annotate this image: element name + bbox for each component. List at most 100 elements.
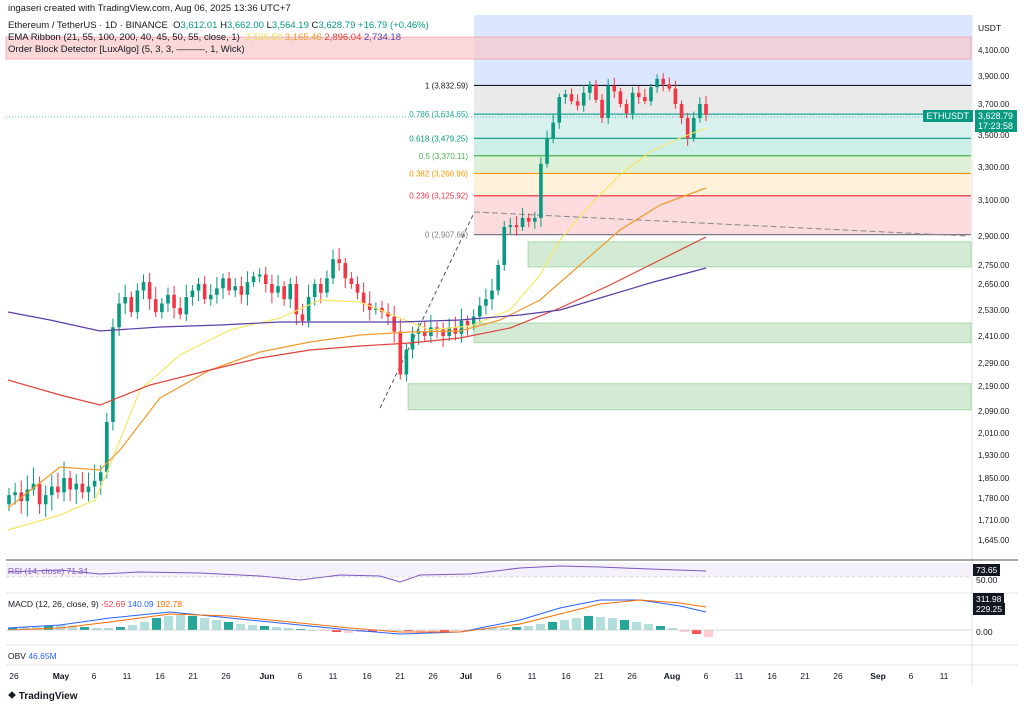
date-axis-tick: 26 [221, 671, 231, 681]
candle-body [533, 218, 537, 222]
ema55-value: 3,165.46 [284, 32, 322, 43]
candle-body [673, 88, 678, 104]
date-axis-tick: 21 [594, 671, 604, 681]
price-axis-tick: 3,300.00 [978, 163, 1010, 172]
candle-body [312, 284, 317, 297]
macd-histogram-bar [392, 630, 401, 631]
macd-histogram-bar [80, 627, 89, 630]
ohlc-low: 3,564.19 [271, 20, 309, 31]
candle-body [325, 278, 329, 293]
candle-body [215, 288, 219, 295]
candle-body [367, 303, 372, 310]
macd-histogram-bar [116, 627, 125, 630]
candle-body [288, 284, 293, 300]
candle-body [337, 259, 341, 264]
candle-body [618, 91, 623, 104]
candle-body [435, 327, 439, 330]
ema100-value: 2,896.04 [324, 32, 362, 43]
macd-signal-value: 192.78 [155, 599, 182, 609]
macd-histogram-bar [248, 625, 257, 630]
macd-histogram-bar [152, 618, 161, 630]
candle-body [68, 478, 72, 490]
fib-level-label: 0.382 (3,260.96) [409, 169, 468, 178]
candle-body [270, 284, 274, 293]
candle-body [62, 478, 66, 493]
candle-body [300, 314, 305, 321]
fib-level-label: 0.618 (3,479.25) [409, 134, 468, 143]
fib-level-label: 1 (3,832.59) [425, 81, 468, 90]
price-axis-tick: 2,410.00 [978, 332, 1010, 341]
candle-body [7, 495, 11, 505]
candle-body [477, 305, 482, 317]
macd-label-row[interactable]: MACD (12, 26, close, 9) -52.69 140.09 19… [8, 599, 182, 609]
candle-body [643, 97, 647, 102]
macd-histogram-bar [620, 620, 629, 630]
tradingview-logo-icon: ⯁ [8, 691, 16, 702]
ohlc-low-label: L [266, 20, 272, 31]
candle-body [410, 333, 415, 350]
candle-body [624, 104, 629, 114]
candle-body [56, 486, 60, 493]
price-axis-tick: 1,780.00 [978, 494, 1010, 503]
macd-histogram-bar [704, 630, 713, 637]
candle-body [331, 259, 335, 279]
candle-body [581, 92, 586, 106]
date-axis-tick: 26 [9, 671, 19, 681]
tradingview-logo[interactable]: ⯁ TradingView [8, 691, 78, 702]
ohlc-change: +16.79 (+0.46%) [358, 20, 429, 31]
macd-histogram-bar [668, 628, 677, 630]
rsi-label: RSI (14, close) [8, 566, 65, 576]
candle-body [575, 101, 580, 106]
macd-histogram-bar [236, 624, 245, 630]
bullish-order-block [473, 322, 972, 344]
rsi-label-row[interactable]: RSI (14, close) 71.34 [8, 566, 88, 576]
candle-body [86, 486, 91, 493]
macd-histogram-bar [452, 630, 461, 631]
candle-body [19, 492, 24, 502]
candle-body [98, 472, 103, 481]
macd-histogram-bar [164, 616, 173, 630]
date-axis-tick: 6 [298, 671, 303, 681]
candle-body [569, 94, 574, 102]
candle-body [263, 274, 268, 284]
candle-body [630, 92, 635, 114]
candle-body [49, 486, 54, 496]
candle-body [636, 92, 641, 97]
macd-histogram-bar [368, 630, 377, 632]
fib-level-label: 0 (2,907.66) [425, 231, 468, 240]
ema-ribbon-row[interactable]: EMA Ribbon (21, 55, 100, 200, 40, 45, 50… [8, 32, 401, 43]
price-axis-tick: 2,290.00 [978, 359, 1010, 368]
macd-histogram-bar [584, 616, 593, 630]
price-axis-tick: 3,700.00 [978, 100, 1010, 109]
fib-zone [474, 138, 971, 156]
price-axis-tick: 3,900.00 [978, 72, 1010, 81]
date-axis-tick: 11 [528, 671, 537, 681]
candle-body [245, 282, 250, 295]
macd-histogram-bar [104, 628, 113, 630]
candle-body [319, 284, 323, 293]
macd-histogram-bar [488, 628, 497, 630]
macd-signal-line [7, 599, 707, 633]
price-axis-tick: 2,900.00 [978, 232, 1010, 241]
order-block-row[interactable]: Order Block Detector [LuxAlgo] (5, 3, 3,… [8, 44, 245, 55]
price-axis-tick: 1,710.00 [978, 516, 1010, 525]
macd-histogram-bar [524, 626, 533, 630]
symbol-row: Ethereum / TetherUS · 1D · BINANCE O3,61… [8, 20, 429, 31]
candle-body [704, 104, 708, 115]
macd-histogram-bar [692, 630, 701, 634]
price-axis-currency: USDT [978, 23, 1001, 33]
date-axis-tick: 11 [735, 671, 744, 681]
ema21-line [7, 127, 707, 531]
obv-label-row[interactable]: OBV 46.65M [8, 651, 57, 661]
date-axis-tick: 21 [800, 671, 810, 681]
candle-body [37, 483, 42, 505]
candle-body [526, 218, 531, 222]
candle-body [13, 492, 17, 496]
date-axis-tick: 6 [704, 671, 709, 681]
ema200-line [7, 267, 707, 332]
price-axis-tick: 3,500.00 [978, 131, 1010, 140]
candle-body [557, 97, 562, 123]
macd-histogram-bar [632, 622, 641, 630]
candle-body [92, 480, 97, 487]
